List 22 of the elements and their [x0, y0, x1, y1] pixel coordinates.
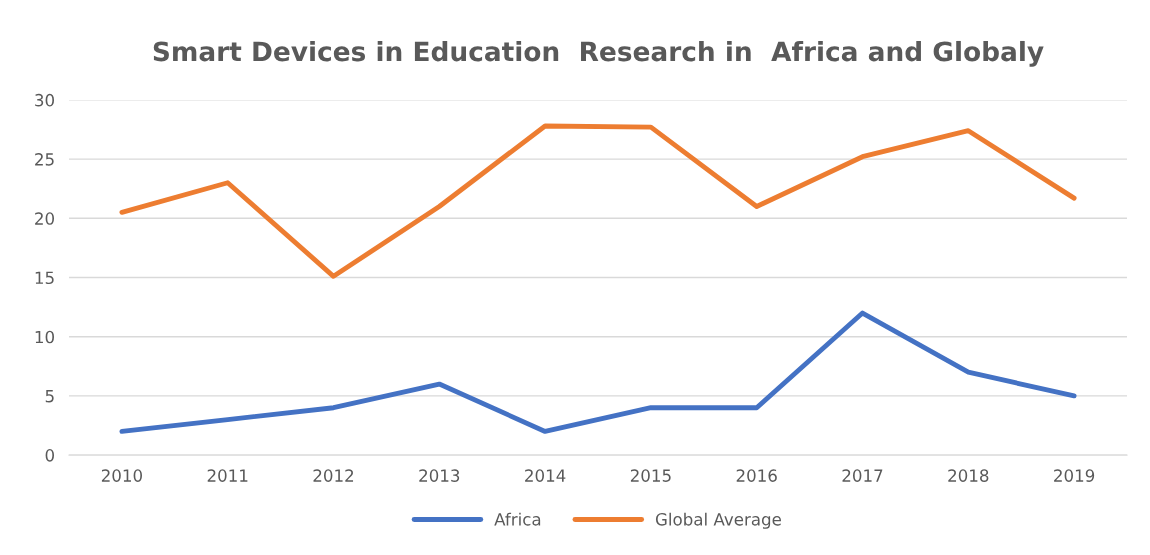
y-tick-label: 10	[35, 330, 54, 344]
y-tick-label: 30	[35, 93, 54, 107]
x-tick-label: 2013	[419, 469, 460, 482]
x-tick-label: 2014	[525, 469, 566, 482]
y-tick-label: 0	[45, 449, 54, 462]
x-tick-label: 2015	[630, 469, 671, 482]
y-tick-label: 5	[45, 390, 54, 403]
x-tick-label: 2012	[313, 469, 354, 482]
legend-label: Africa	[494, 512, 541, 526]
y-tick-label: 15	[35, 271, 54, 285]
x-tick-label: 2018	[948, 469, 989, 482]
y-tick-label: 20	[35, 212, 54, 225]
line-series	[119, 310, 1077, 434]
x-tick-label: 2017	[842, 469, 883, 482]
x-tick-label: 2019	[1054, 469, 1095, 482]
y-tick-label: 25	[35, 153, 54, 166]
line-series	[119, 123, 1077, 279]
legend-label: Global Average	[655, 512, 781, 529]
x-tick-label: 2011	[207, 469, 248, 482]
x-tick-label: 2010	[101, 469, 142, 482]
chart-title: Smart Devices in Education Research in Africa and Globaly	[153, 40, 1044, 67]
x-tick-label: 2016	[736, 469, 777, 482]
